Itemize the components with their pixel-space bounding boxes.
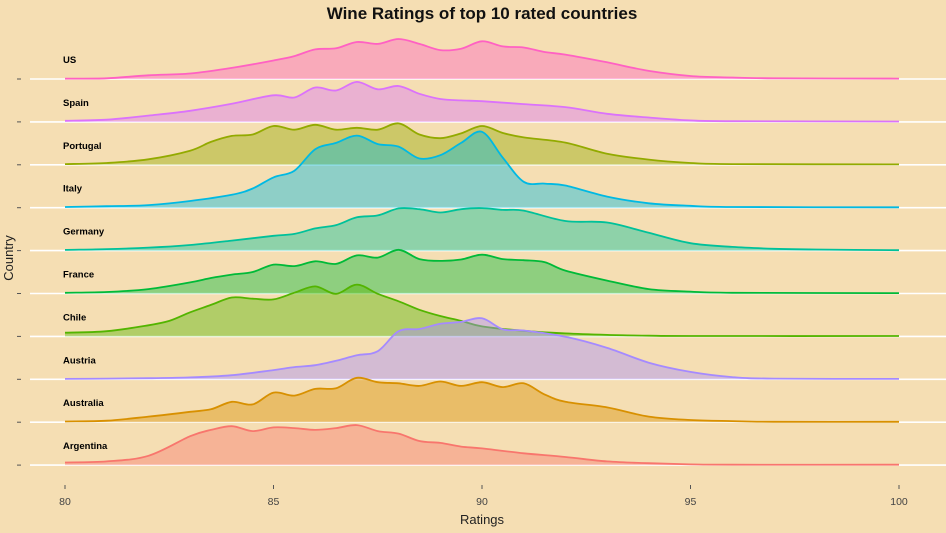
ridge-area-austria — [65, 318, 899, 380]
country-label-italy: Italy — [63, 184, 83, 195]
ridge-line-austria — [64, 317, 900, 380]
ridge-line-us — [64, 38, 900, 80]
ridge-line-italy — [64, 130, 900, 209]
x-tick-label-100: 100 — [890, 496, 908, 508]
country-label-germany: Germany — [63, 227, 105, 238]
ridge-us: US — [63, 38, 900, 80]
ridge-area-france — [65, 249, 899, 294]
x-axis-ticks: 80 85 90 95 100 — [59, 485, 908, 508]
ridge-area-italy — [65, 131, 899, 208]
country-label-spain: Spain — [63, 98, 89, 109]
ridge-italy: Italy — [63, 130, 900, 209]
ridge-area-portugal — [65, 123, 899, 165]
country-label-france: France — [63, 270, 94, 281]
ridge-austria: Austria — [63, 317, 900, 380]
country-label-chile: Chile — [63, 312, 86, 323]
ridge-argentina: Argentina — [63, 424, 900, 466]
ridges-layer: US Spain Portugal Italy Germany France Chile Au… — [17, 38, 946, 466]
y-axis-title: Country — [1, 235, 16, 281]
ridge-chile: Chile — [63, 283, 900, 337]
ridge-france: France — [63, 248, 900, 294]
country-label-argentina: Argentina — [63, 441, 108, 452]
ridge-portugal: Portugal — [63, 122, 900, 166]
ridge-area-australia — [65, 377, 899, 423]
ridge-line-argentina — [64, 424, 900, 466]
x-axis-title: Ratings — [460, 512, 505, 527]
country-label-australia: Australia — [63, 398, 104, 409]
x-tick-label-95: 95 — [685, 496, 697, 508]
ridge-line-chile — [64, 283, 900, 337]
x-tick-label-85: 85 — [268, 496, 280, 508]
ridge-line-portugal — [64, 122, 900, 166]
country-label-us: US — [63, 55, 76, 66]
ridge-area-germany — [65, 207, 899, 251]
ridge-australia: Australia — [63, 376, 900, 423]
ridge-area-us — [65, 39, 899, 79]
ridge-line-germany — [64, 207, 900, 252]
country-label-portugal: Portugal — [63, 141, 102, 152]
x-tick-label-90: 90 — [476, 496, 488, 508]
ridge-line-spain — [64, 80, 900, 123]
ridge-area-chile — [65, 284, 899, 337]
ridge-germany: Germany — [63, 207, 900, 252]
chart-title: Wine Ratings of top 10 rated countries — [327, 4, 638, 23]
country-label-austria: Austria — [63, 355, 96, 366]
ridge-line-australia — [64, 376, 900, 423]
ridge-area-argentina — [65, 425, 899, 466]
x-tick-label-80: 80 — [59, 496, 71, 508]
ridge-spain: Spain — [63, 80, 900, 123]
ridge-line-france — [64, 248, 900, 294]
